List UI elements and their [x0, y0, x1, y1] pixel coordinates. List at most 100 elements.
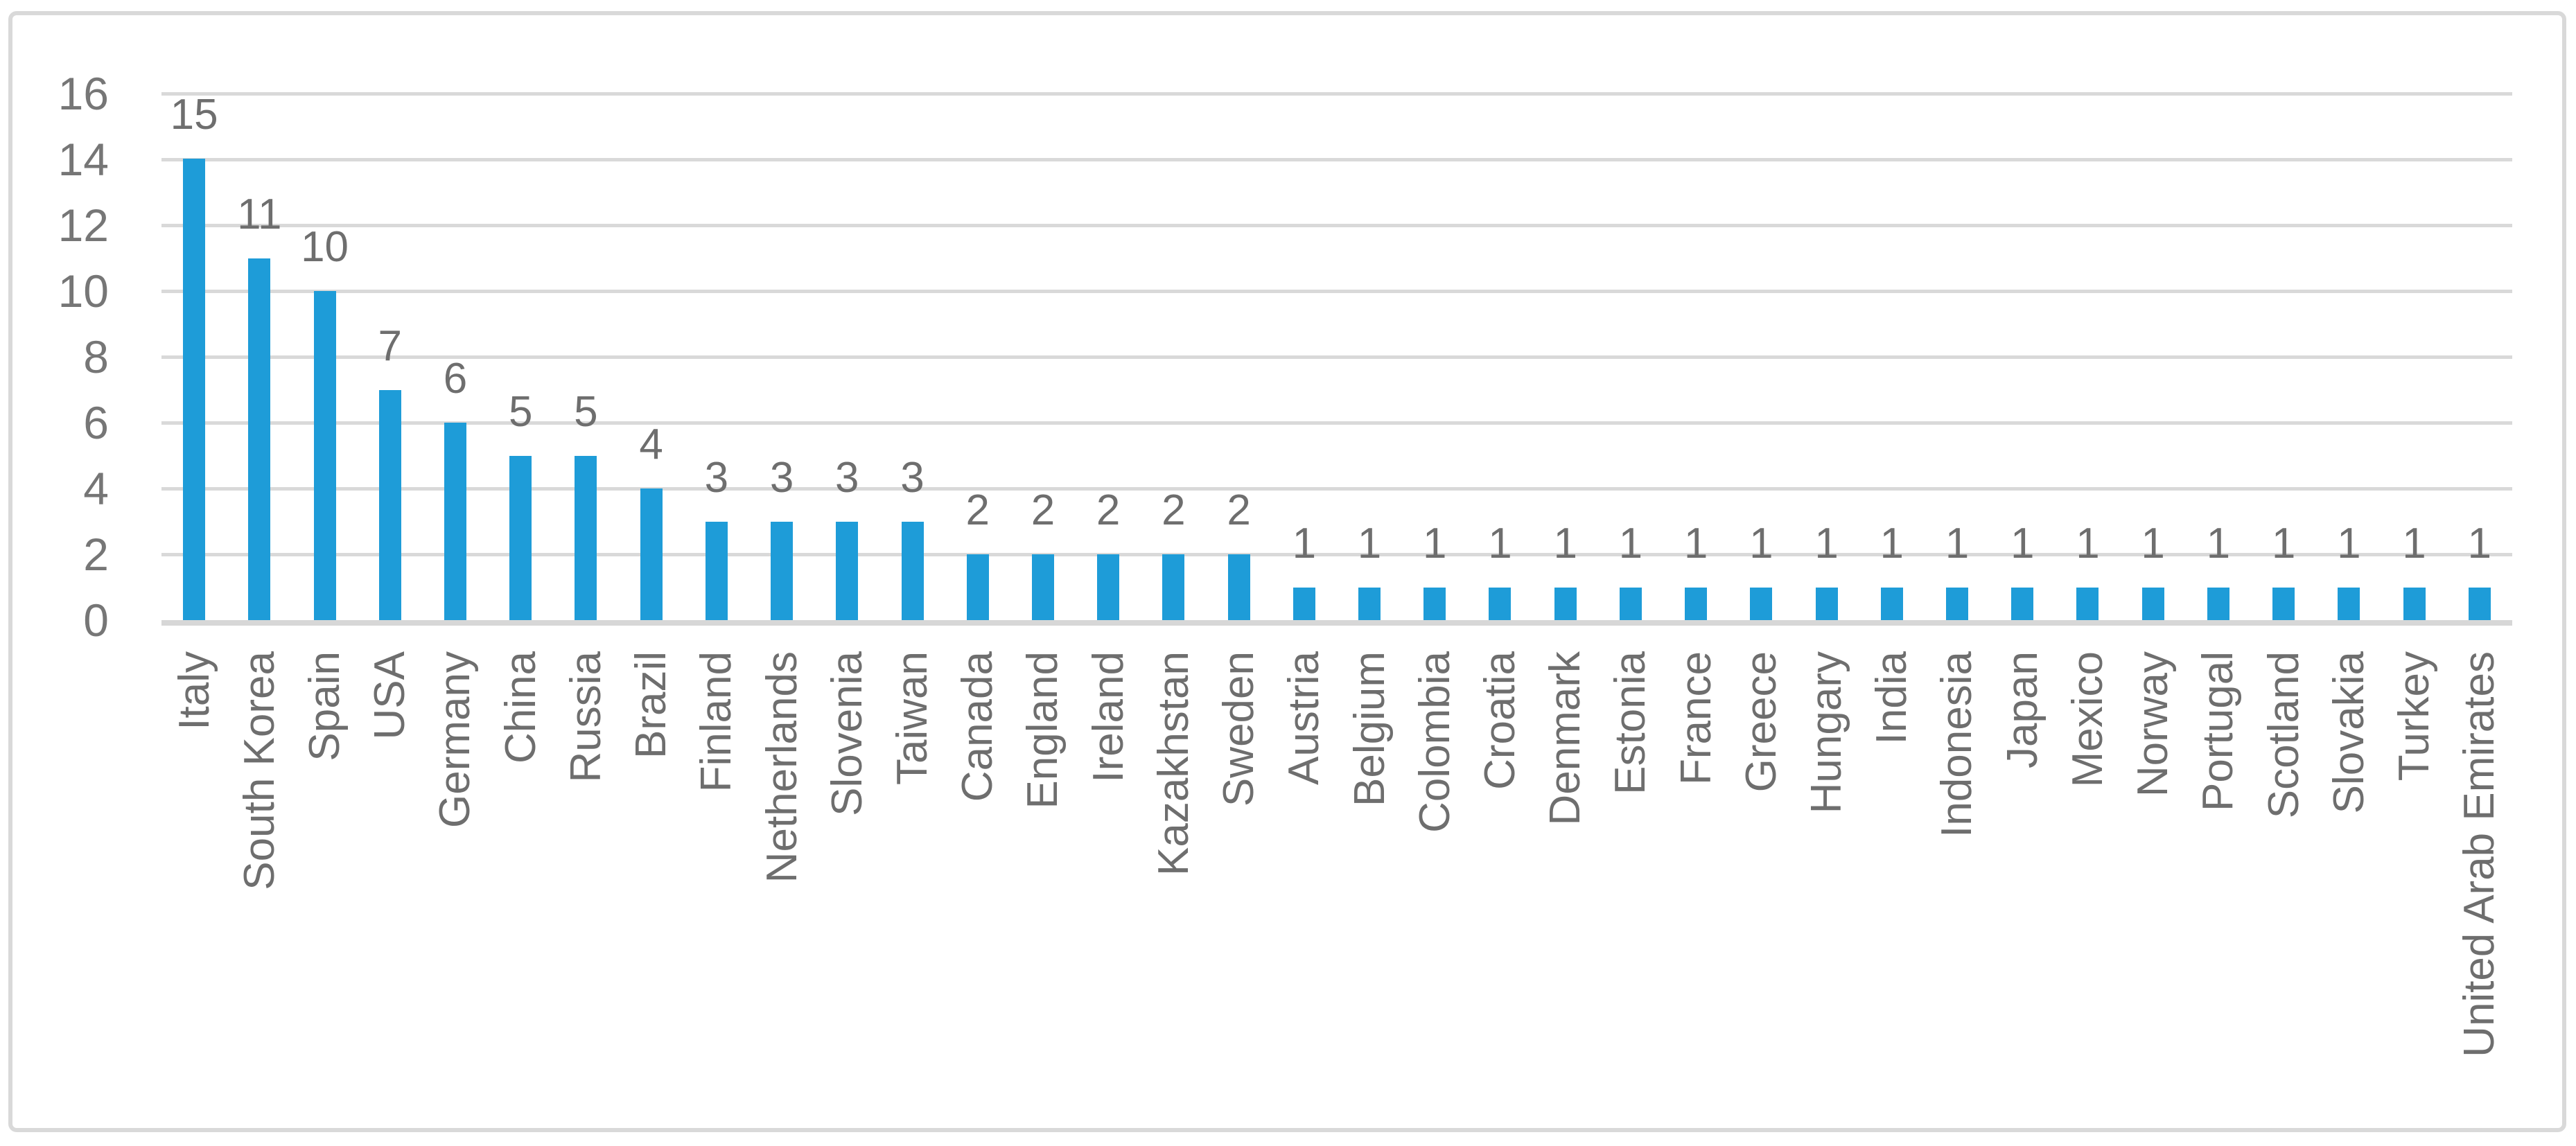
bar-slot: 1 [1925, 94, 1990, 620]
category-slot: England [1010, 651, 1076, 809]
bar [1946, 587, 1969, 620]
category-label: Taiwan [888, 651, 936, 785]
category-label: Ireland [1084, 651, 1132, 783]
category-slot: Slovenia [814, 651, 879, 816]
data-label: 1 [1488, 519, 1512, 567]
bar-slot: 1 [2121, 94, 2186, 620]
gridline-y-8 [161, 355, 2512, 359]
category-slot: Belgium [1337, 651, 1402, 806]
category-slot: Russia [553, 651, 618, 783]
category-slot: India [1859, 651, 1925, 744]
data-label: 1 [1945, 519, 1970, 567]
data-label: 1 [1618, 519, 1643, 567]
x-axis-category-labels: Italy South Korea Spain USA Germany China Russ… [161, 651, 2512, 1057]
y-tick-label-2: 2 [83, 529, 109, 580]
bar [1293, 587, 1315, 620]
bar [2403, 587, 2426, 620]
category-slot: Greece [1728, 651, 1794, 792]
bar [836, 521, 859, 620]
category-slot: Indonesia [1925, 651, 1990, 838]
category-slot: Spain [292, 651, 357, 761]
bar [771, 521, 794, 620]
category-slot: USA [358, 651, 423, 739]
data-label: 1 [2206, 519, 2231, 567]
category-slot: Austria [1272, 651, 1337, 785]
bar-slot: 3 [879, 94, 945, 620]
category-slot: United Arab Emirates [2447, 651, 2512, 1057]
bar [313, 291, 336, 620]
category-label: Canada [954, 651, 1002, 802]
category-label: Finland [692, 651, 741, 793]
y-tick-label-8: 8 [83, 331, 109, 382]
gridline-y-16 [161, 92, 2512, 96]
gridline-y-12 [161, 224, 2512, 227]
category-label: India [1868, 651, 1916, 745]
bar [1227, 554, 1250, 620]
bar [2011, 587, 2034, 620]
category-slot: Croatia [1467, 651, 1532, 790]
category-label: Greece [1737, 651, 1785, 793]
category-label: Norway [2129, 651, 2178, 797]
y-tick-label-10: 10 [58, 265, 109, 317]
category-slot: Mexico [2055, 651, 2120, 787]
category-label: Denmark [1541, 651, 1590, 826]
category-label: Netherlands [757, 651, 806, 883]
category-label: United Arab Emirates [2455, 651, 2504, 1057]
category-slot: Brazil [619, 651, 684, 759]
bar [2272, 587, 2295, 620]
category-slot: South Korea [227, 651, 292, 890]
category-label: Belgium [1345, 651, 1394, 806]
bar-series: 15 11 10 7 6 5 5 4 3 3 3 3 2 2 2 2 2 1 1 1 1 1 1 1 1 1 1 1 1 1 1 1 1 1 1 1 [161, 94, 2512, 620]
bar-slot: 3 [684, 94, 749, 620]
bar-slot: 1 [2316, 94, 2381, 620]
bar [183, 159, 206, 620]
category-label: USA [366, 651, 414, 740]
data-label: 1 [1749, 519, 1773, 567]
data-label: 3 [835, 453, 859, 502]
bar-slot: 1 [1990, 94, 2055, 620]
category-slot: Scotland [2251, 651, 2316, 818]
bar [1097, 554, 1120, 620]
bar [2468, 587, 2491, 620]
category-slot: Sweden [1207, 651, 1272, 806]
category-slot: Turkey [2381, 651, 2446, 781]
data-label: 2 [965, 486, 990, 534]
category-label: Spain [301, 651, 349, 761]
data-label: 2 [1227, 486, 1251, 534]
category-slot: Italy [161, 651, 227, 730]
bar [1489, 587, 1512, 620]
category-label: Kazakhstan [1149, 651, 1198, 876]
data-label: 11 [237, 190, 282, 238]
bar [1619, 587, 1642, 620]
category-label: South Korea [235, 651, 283, 890]
bar-slot: 2 [945, 94, 1010, 620]
y-tick-label-4: 4 [83, 463, 109, 514]
category-slot: Germany [423, 651, 488, 828]
gridline-y-14 [161, 158, 2512, 161]
bar-slot: 3 [749, 94, 814, 620]
bar-slot: 4 [619, 94, 684, 620]
bar-slot: 5 [553, 94, 618, 620]
category-slot: Kazakhstan [1141, 651, 1206, 876]
gridline-y-6 [161, 421, 2512, 425]
bar [640, 488, 663, 620]
bar [248, 258, 271, 620]
category-slot: Denmark [1533, 651, 1598, 826]
category-slot: Portugal [2186, 651, 2251, 811]
category-slot: Netherlands [749, 651, 814, 883]
bar-slot: 1 [2186, 94, 2251, 620]
data-label: 1 [2337, 519, 2361, 567]
data-label: 1 [2467, 519, 2491, 567]
bar-slot: 15 [161, 94, 227, 620]
data-label: 2 [1031, 486, 1055, 534]
category-label: Germany [431, 651, 480, 828]
bar-slot: 1 [1272, 94, 1337, 620]
category-slot: Canada [945, 651, 1010, 802]
bar-slot: 1 [1533, 94, 1598, 620]
chart-border-frame: 0 2 4 6 8 10 12 14 16 15 11 10 7 6 5 5 4 3 3 3 3 2 2 2 2 2 1 1 1 1 1 1… [8, 11, 2566, 1132]
bar [444, 423, 466, 620]
bar-slot: 1 [2381, 94, 2446, 620]
bar-slot: 10 [292, 94, 357, 620]
data-label: 3 [769, 453, 794, 502]
